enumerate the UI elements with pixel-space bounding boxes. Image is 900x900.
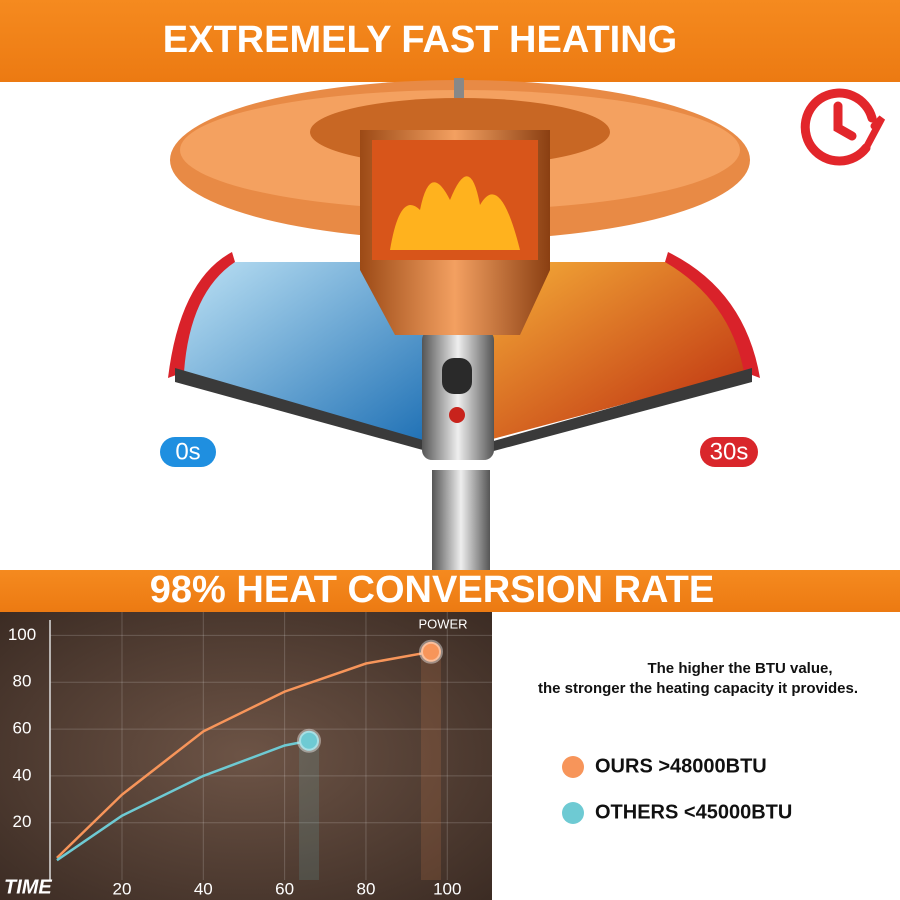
y-axis-label: POWER bbox=[418, 616, 467, 631]
start-pill bbox=[160, 437, 216, 467]
glow-column bbox=[421, 651, 442, 880]
end-point bbox=[297, 728, 322, 753]
description-line: the stronger the heating capacity it pro… bbox=[538, 680, 858, 697]
x-tick-label: 80 bbox=[356, 879, 375, 898]
legend-label: OTHERS <45000BTU bbox=[595, 801, 792, 823]
y-tick-label: 40 bbox=[13, 765, 32, 784]
top-banner bbox=[0, 0, 900, 82]
x-tick-label: 20 bbox=[113, 879, 132, 898]
y-tick-label: 100 bbox=[8, 625, 36, 644]
legend-label: OURS >48000BTU bbox=[595, 755, 767, 777]
series-line bbox=[56, 650, 432, 859]
clock-icon bbox=[800, 88, 886, 166]
description-line: The higher the BTU value, bbox=[647, 660, 832, 677]
x-tick-label: 100 bbox=[433, 879, 461, 898]
start-label: 0s bbox=[175, 438, 200, 465]
x-tick-label: 60 bbox=[275, 879, 294, 898]
legend-swatch bbox=[562, 802, 584, 824]
y-tick-label: 80 bbox=[13, 672, 32, 691]
glow-column bbox=[299, 740, 320, 880]
section-title: 98% HEAT CONVERSION RATE bbox=[150, 569, 714, 611]
end-point bbox=[419, 639, 444, 664]
x-tick-label: 40 bbox=[194, 879, 213, 898]
y-tick-label: 60 bbox=[13, 719, 32, 738]
legend-swatch bbox=[562, 756, 584, 778]
end-pill bbox=[700, 437, 758, 467]
banner-title: EXTREMELY FAST HEATING bbox=[163, 19, 677, 61]
section-banner bbox=[0, 570, 900, 612]
y-tick-label: 20 bbox=[13, 812, 32, 831]
chart-panel bbox=[0, 612, 492, 900]
end-label: 30s bbox=[710, 438, 749, 465]
x-axis-label: TIME bbox=[4, 876, 52, 898]
series-line bbox=[56, 739, 310, 862]
